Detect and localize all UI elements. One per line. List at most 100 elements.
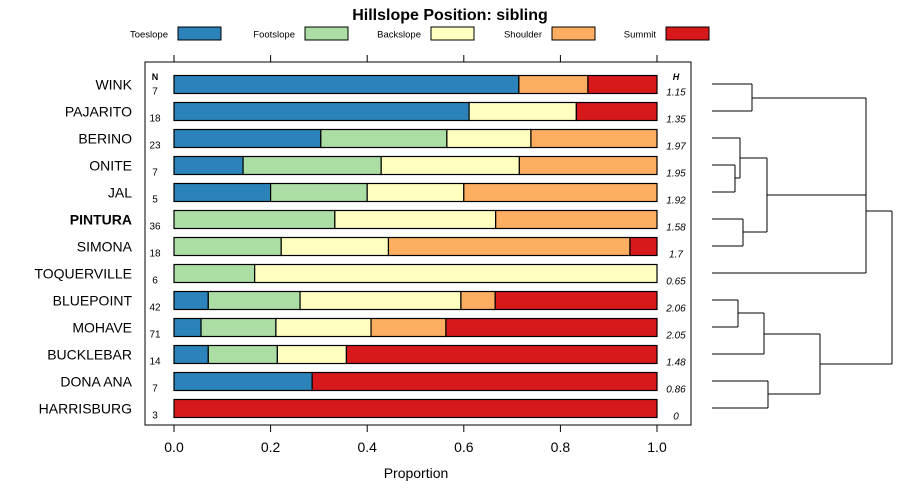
n-value-mohave: 71 [149,330,161,341]
legend-label-shoulder: Shoulder [504,30,542,41]
n-value-dona-ana: 7 [152,384,158,395]
bar-segment-onite-backslope [380,155,520,176]
bar-segment-bluepoint-shoulder [460,290,496,311]
h-value-toquerville: 0.65 [666,277,686,288]
h-value-simona: 1.7 [669,250,683,261]
bar-segment-wink-shoulder [518,74,589,95]
h-value-pintura: 1.58 [666,223,686,234]
bar-segment-pintura-shoulder [495,209,658,230]
bar-segment-berino-backslope [446,128,532,149]
row-label-toquerville: TOQUERVILLE [34,266,132,282]
bar-segment-onite-footslope [242,155,382,176]
row-label-pajarito: PAJARITO [65,104,132,120]
bar-segment-pajarito-summit [575,101,658,122]
legend-swatch-toeslope [177,26,222,41]
h-value-jal: 1.92 [666,196,686,207]
bar-segment-mohave-footslope [200,317,277,338]
legend-label-backslope: Backslope [377,30,421,41]
bar-segment-pajarito-toeslope [173,101,470,122]
bar-segment-bucklebar-footslope [207,344,278,365]
x-tick-label: 0.4 [357,439,377,455]
bar-segment-simona-backslope [280,236,390,257]
x-tick-label: 0.0 [164,439,184,455]
bar-segment-onite-toeslope [173,155,244,176]
row-label-pintura: PINTURA [70,212,132,228]
x-tick-label: 0.2 [261,439,281,455]
row-label-mohave: MOHAVE [72,320,132,336]
bar-segment-bucklebar-backslope [276,344,348,365]
n-value-onite: 7 [152,168,158,179]
bar-segment-mohave-toeslope [173,317,202,338]
dendrogram [712,83,893,409]
h-value-dona-ana: 0.86 [666,385,686,396]
row-label-harrisburg: HARRISBURG [39,401,132,417]
row-label-bucklebar: BUCKLEBAR [47,347,132,363]
h-value-pajarito: 1.35 [666,115,686,126]
legend-label-footslope: Footslope [253,30,295,41]
n-value-jal: 5 [152,195,158,206]
bar-segment-toquerville-footslope [173,263,256,284]
row-label-berino: BERINO [78,131,132,147]
legend: Toeslope Footslope Backslope Shoulder Summit [130,26,710,41]
x-tick-label: 1.0 [647,439,667,455]
chart-title: Hillslope Position: sibling [352,7,548,24]
h-value-bluepoint: 2.06 [665,304,686,315]
n-column-header: N [152,72,159,82]
bar-segment-toquerville-backslope [254,263,658,284]
x-tick-label: 0.8 [551,439,571,455]
n-value-bluepoint: 42 [149,303,161,314]
bar-segment-simona-footslope [173,236,282,257]
bar-segment-simona-summit [629,236,658,257]
x-tick-label: 0.6 [454,439,474,455]
bar-segment-harrisburg-summit [173,398,658,419]
bar-segment-berino-footslope [320,128,448,149]
h-value-onite: 1.95 [666,169,686,180]
bar-segment-pintura-footslope [173,209,336,230]
legend-swatch-summit [665,26,710,41]
bar-segment-bluepoint-summit [494,290,658,311]
bar-segment-pajarito-backslope [468,101,577,122]
legend-swatch-shoulder [551,26,596,41]
bar-segment-mohave-backslope [275,317,372,338]
x-axis: 0.0 0.2 0.4 0.6 0.8 1.0 [164,55,667,455]
row-label-wink: WINK [95,77,132,93]
bar-segment-jal-backslope [366,182,465,203]
legend-swatch-footslope [304,26,349,41]
bar-segment-jal-footslope [270,182,368,203]
bar-segment-bluepoint-backslope [299,290,462,311]
h-value-harrisburg: 0 [673,412,679,423]
bar-segment-onite-shoulder [518,155,658,176]
h-column-header: H [673,72,680,82]
legend-label-summit: Summit [624,30,657,41]
row-label-dona-ana: DONA ANA [60,374,132,390]
bar-segment-mohave-summit [445,317,658,338]
legend-swatch-backslope [430,26,475,41]
bar-segment-pintura-backslope [334,209,497,230]
n-value-berino: 23 [149,141,161,152]
row-label-bluepoint: BLUEPOINT [53,293,133,309]
x-axis-label: Proportion [384,465,449,481]
n-value-pajarito: 18 [149,114,161,125]
row-label-onite: ONITE [89,158,132,174]
row-label-jal: JAL [108,185,132,201]
bar-segment-berino-shoulder [530,128,658,149]
n-value-bucklebar: 14 [149,357,161,368]
bar-segment-jal-toeslope [173,182,272,203]
bar-segment-jal-shoulder [463,182,658,203]
bar-segment-wink-summit [587,74,658,95]
h-value-wink: 1.15 [666,88,686,99]
n-value-harrisburg: 3 [152,411,158,422]
n-value-simona: 18 [149,249,161,260]
bar-segment-simona-shoulder [387,236,631,257]
bar-segment-bluepoint-toeslope [173,290,209,311]
bar-segment-dona-ana-toeslope [173,371,313,392]
h-value-mohave: 2.05 [665,331,686,342]
h-value-berino: 1.97 [666,142,686,153]
row-label-simona: SIMONA [77,239,133,255]
bar-segment-wink-toeslope [173,74,520,95]
bar-segment-bucklebar-toeslope [173,344,209,365]
bar-segment-mohave-shoulder [370,317,447,338]
n-value-wink: 7 [152,87,158,98]
bar-segment-bucklebar-summit [345,344,658,365]
